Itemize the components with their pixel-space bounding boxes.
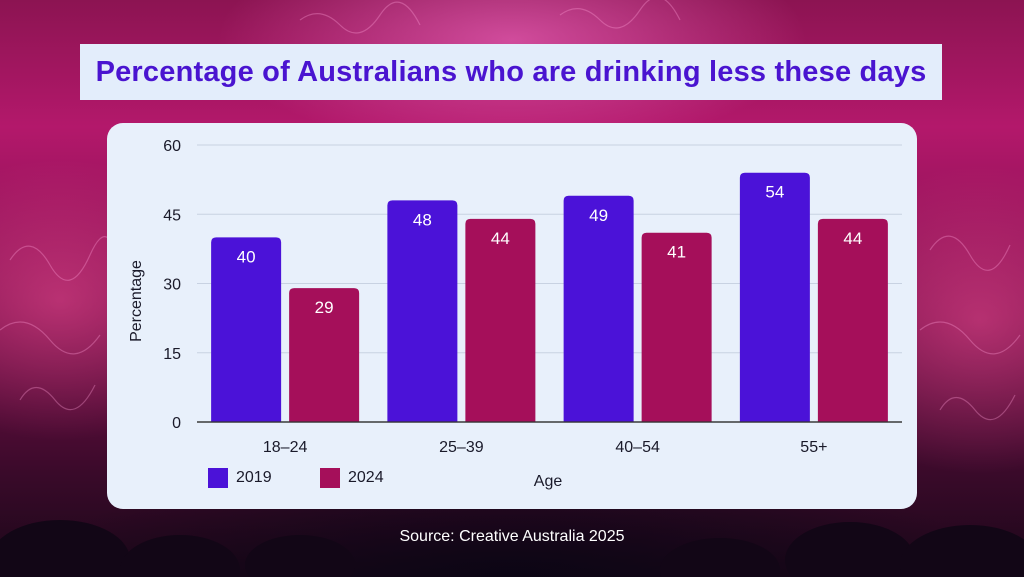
legend-swatch-2019 <box>208 468 228 488</box>
data-label-2019-40–54: 49 <box>589 206 608 225</box>
bars <box>211 172 888 422</box>
data-label-2024-40–54: 41 <box>667 243 686 262</box>
y-axis-label: Percentage <box>128 260 145 342</box>
y-tick-label: 60 <box>163 138 181 155</box>
data-label-2024-18–24: 29 <box>315 298 334 317</box>
y-tick-label: 15 <box>163 346 181 363</box>
bar-2024-55+ <box>817 218 888 422</box>
chart-title-box: Percentage of Australians who are drinki… <box>80 44 942 100</box>
data-label-2024-55+: 44 <box>843 229 862 248</box>
x-tick-label: 40–54 <box>615 439 660 456</box>
data-label-2019-55+: 54 <box>765 183 784 202</box>
bar-2019-55+ <box>739 172 810 422</box>
x-tick-label: 25–39 <box>439 439 484 456</box>
data-label-2019-25–39: 48 <box>413 210 432 229</box>
legend-label-2024: 2024 <box>348 469 384 486</box>
y-tick-label: 0 <box>172 415 181 432</box>
x-axis-label: Age <box>534 473 563 490</box>
chart-title: Percentage of Australians who are drinki… <box>95 55 927 88</box>
y-tick-label: 30 <box>163 277 181 294</box>
bar-2024-25–39 <box>465 218 536 422</box>
y-tick-label: 45 <box>163 207 181 224</box>
legend-item-2019: 2019 <box>208 468 272 488</box>
bar-2024-40–54 <box>641 232 712 422</box>
x-tick-label: 55+ <box>800 439 827 456</box>
data-label-2024-25–39: 44 <box>491 229 510 248</box>
bar-2019-40–54 <box>563 195 634 422</box>
labels: 0 15 30 45 60 40 29 18–24 48 44 25–39 49 41 40–54 54 44… <box>163 138 902 456</box>
bar-2019-25–39 <box>387 200 458 422</box>
legend-swatch-2024 <box>320 468 340 488</box>
bar-chart: 0 15 30 45 60 40 29 18–24 48 44 25–39 49 41 40–54 54 44… <box>128 138 902 490</box>
legend-label-2019: 2019 <box>236 469 272 486</box>
chart-card: 0 15 30 45 60 40 29 18–24 48 44 25–39 49 41 40–54 54 44… <box>107 123 917 509</box>
source-note: Source: Creative Australia 2025 <box>399 528 625 545</box>
bar-2024-18–24 <box>289 288 360 422</box>
bar-2019-18–24 <box>211 237 282 422</box>
data-label-2019-18–24: 40 <box>237 247 256 266</box>
x-tick-label: 18–24 <box>263 439 308 456</box>
legend-item-2024: 2024 <box>320 468 384 488</box>
